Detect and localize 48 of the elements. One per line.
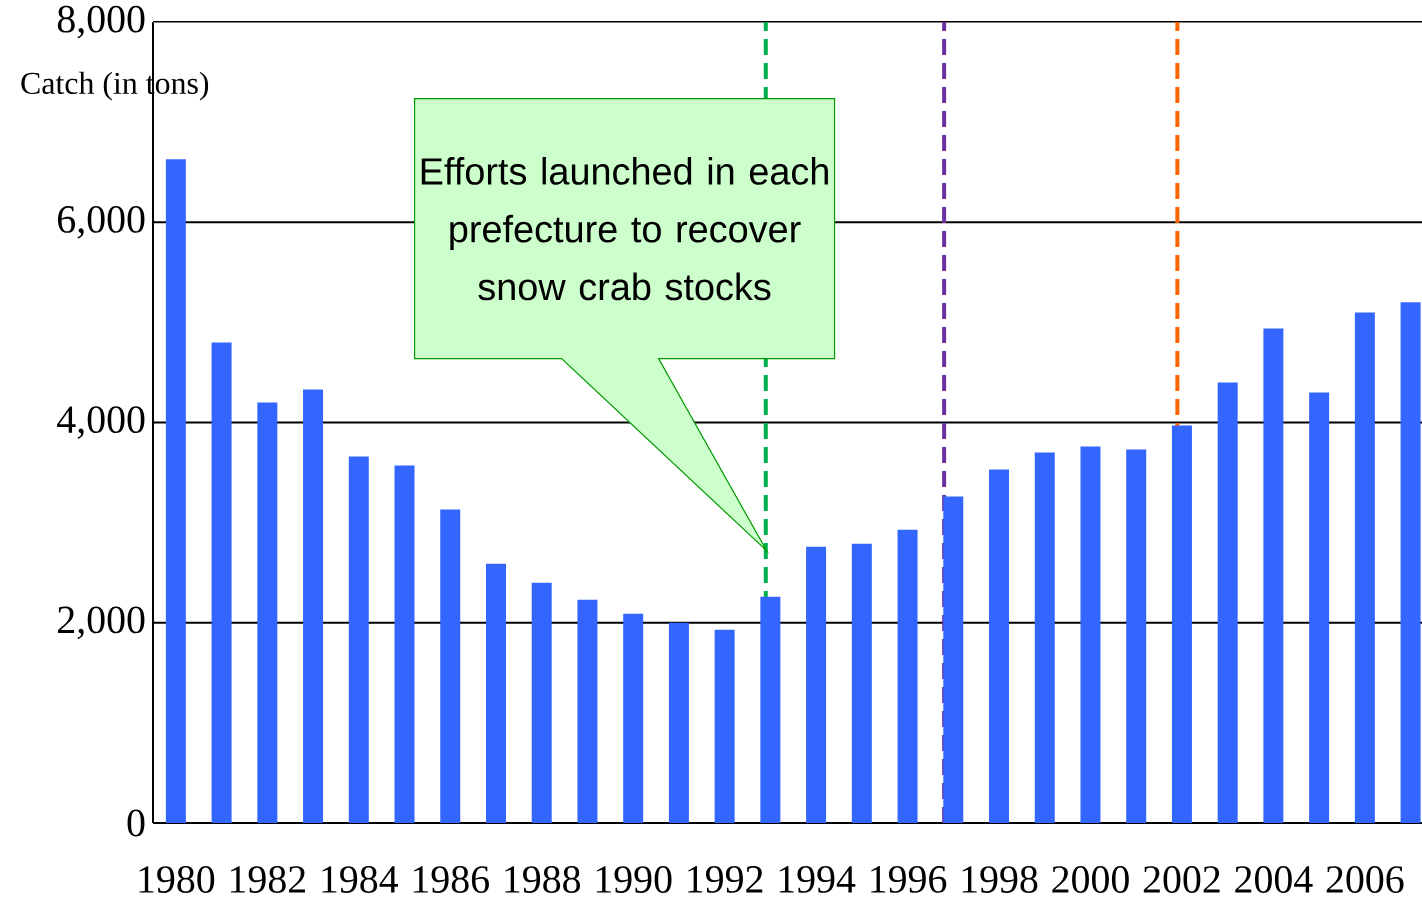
bar [806,546,827,823]
x-tick-label: 1990 [596,866,672,893]
bar [303,389,324,823]
bar [577,599,598,823]
y-tick-label: 8,000 [57,5,145,39]
bar [623,613,644,823]
bar [1400,302,1421,823]
bar [257,402,278,823]
bar [1263,328,1284,823]
x-tick-label: 2002 [1143,866,1220,893]
x-tick-label: 1982 [230,866,305,893]
bar [851,543,872,823]
y-tick-label: 2,000 [58,606,145,640]
y-tick-label: 6,000 [58,205,145,239]
x-tick-label: 1998 [962,866,1038,893]
bar [1034,452,1055,823]
bar [760,596,781,823]
bar [1126,449,1147,823]
x-tick-label: 1986 [413,866,489,893]
x-tick-label: 2000 [1052,866,1129,893]
bar [211,342,232,823]
x-tick-label: 1992 [688,866,763,893]
bar [165,159,186,823]
bar [348,456,369,823]
bar [394,465,415,823]
bar [714,629,735,823]
x-tick-label: 1980 [139,866,215,893]
x-tick-label: 1996 [871,866,947,893]
bar [1171,425,1192,823]
bar [531,582,552,823]
x-tick-label: 2006 [1326,866,1404,893]
y-tick-label: 0 [127,809,145,837]
bar [485,563,506,823]
bar [1309,392,1330,823]
bar [668,622,689,823]
x-tick-label: 1994 [779,866,856,893]
bar [1217,382,1238,823]
bar [989,469,1010,823]
bar [1354,312,1375,823]
bar [440,509,461,823]
annotation: Efforts launched in each prefecture to recover snow crab stocks [421,156,828,301]
bar [943,496,964,823]
x-tick-label: 1988 [505,866,581,893]
x-tick-label: 2004 [1235,866,1313,893]
bar [897,529,918,823]
x-tick-label: 1984 [322,866,399,893]
y-tick-label: 4,000 [57,406,145,439]
bar [1080,446,1101,823]
